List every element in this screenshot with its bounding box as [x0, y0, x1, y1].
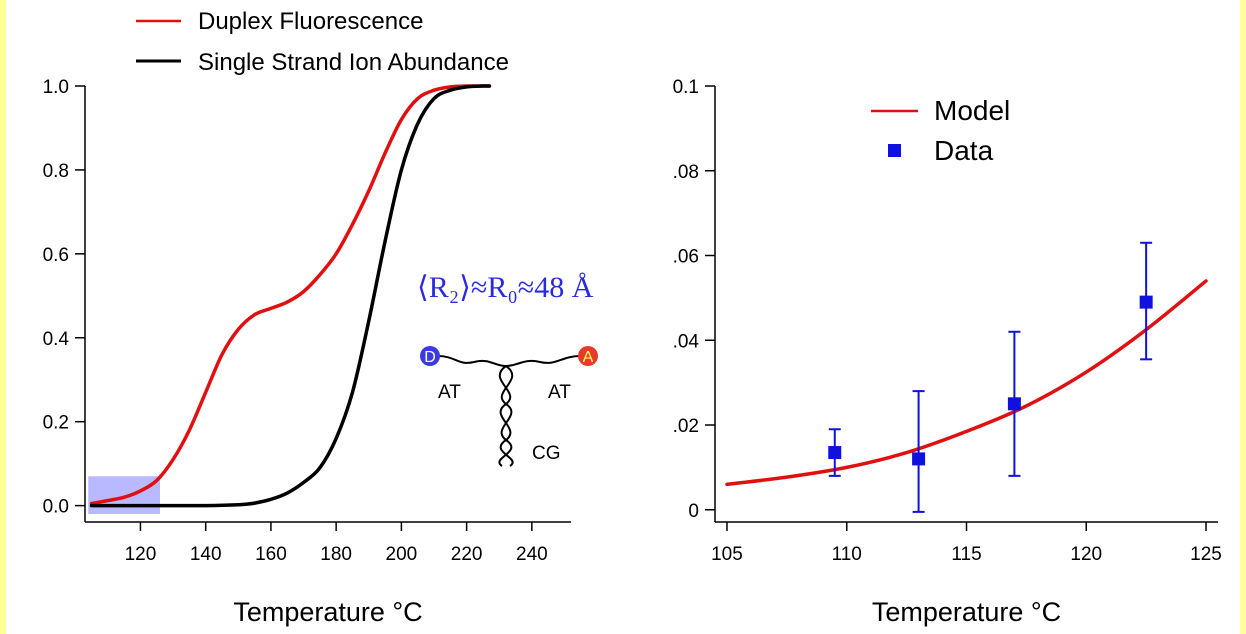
left-y-tick-label-0: 0.0 — [43, 497, 69, 518]
left-series-line-single-strand-ion-abundance — [89, 84, 492, 508]
right-data-point-1 — [912, 452, 926, 466]
left-series-line-duplex-fluorescence — [89, 84, 492, 506]
left-x-tick-label-0: 120 — [125, 544, 157, 565]
right-x-tick-label-1: 110 — [832, 544, 862, 565]
at-label-right: AT — [548, 382, 571, 403]
left-x-tick-label-4: 200 — [386, 544, 418, 565]
right-series-line-model — [725, 279, 1208, 487]
dna-strand-right — [505, 355, 581, 367]
legend-label-fluorescence: Duplex Fluorescence — [198, 8, 423, 35]
legend-label-model: Model — [934, 95, 1010, 126]
legend-label-data: Data — [934, 135, 994, 166]
right-y-tick-label-5: 0.1 — [673, 77, 699, 98]
at-label-left: AT — [438, 382, 461, 403]
left-chart: Duplex Fluorescence Single Strand Ion Ab… — [43, 8, 598, 627]
right-y-tick-label-4: .08 — [673, 162, 699, 183]
right-y-tick-label-2: .04 — [673, 331, 700, 352]
right-data-point-2 — [1007, 397, 1021, 411]
legend-marker-data — [888, 144, 901, 157]
dna-annotation: ⟨R₂⟩≈R₀≈48 Å D A AT AT CG — [417, 271, 598, 467]
figure-frame: Duplex Fluorescence Single Strand Ion Ab… — [6, 0, 1240, 634]
left-x-tick-label-3: 180 — [320, 544, 352, 565]
acceptor-label: A — [583, 349, 594, 366]
right-x-tick-label-3: 120 — [1070, 544, 1102, 565]
right-x-axis-title: Temperature °C — [872, 597, 1061, 627]
dna-strand-left — [437, 355, 507, 367]
figure-svg: Duplex Fluorescence Single Strand Ion Ab… — [43, 8, 1222, 627]
right-x-tick-label-2: 115 — [951, 544, 981, 565]
right-x-tick-label-4: 125 — [1190, 544, 1222, 565]
donor-label: D — [424, 349, 436, 366]
left-x-tick-label-5: 220 — [451, 544, 483, 565]
cg-label: CG — [532, 443, 561, 464]
left-x-tick-label-2: 160 — [255, 544, 287, 565]
right-axes: 0 .02 .04 .06 .08 0.1 105 110 115 120 125 — [673, 77, 1222, 565]
legend-label-ion-abundance: Single Strand Ion Abundance — [198, 49, 509, 76]
left-x-tick-label-1: 140 — [190, 544, 222, 565]
left-x-tick-label-6: 240 — [516, 544, 548, 565]
right-y-tick-label-1: .02 — [673, 416, 699, 437]
acceptor-dot — [578, 346, 598, 366]
right-y-tick-label-3: .06 — [673, 247, 699, 268]
left-x-axis-title: Temperature °C — [233, 597, 422, 627]
right-data-point-0 — [828, 446, 842, 460]
left-series — [89, 84, 492, 508]
left-y-tick-label-4: 0.8 — [43, 161, 69, 182]
right-series — [725, 241, 1208, 513]
right-x-tick-label-0: 105 — [711, 544, 743, 565]
formula-annotation: ⟨R₂⟩≈R₀≈48 Å — [417, 271, 594, 304]
highlight-region — [88, 476, 161, 514]
right-chart: Model Data 0 .02 .04 .06 .08 0.1 105 110 115 120 1… — [673, 77, 1222, 627]
right-legend: Model Data — [871, 95, 1010, 166]
left-y-tick-label-2: 0.4 — [43, 329, 70, 350]
donor-dot — [420, 346, 440, 366]
left-y-tick-label-5: 1.0 — [43, 77, 69, 98]
left-y-tick-label-3: 0.6 — [43, 245, 69, 266]
left-y-tick-label-1: 0.2 — [43, 413, 69, 434]
left-legend: Duplex Fluorescence Single Strand Ion Ab… — [136, 8, 509, 76]
right-data-point-3 — [1139, 295, 1153, 309]
left-axes: 0.0 0.2 0.4 0.6 0.8 1.0 120 140 160 180 200 220 240 — [43, 77, 571, 565]
dna-helix-strand-b — [498, 365, 514, 467]
right-y-tick-label-0: 0 — [688, 501, 699, 522]
